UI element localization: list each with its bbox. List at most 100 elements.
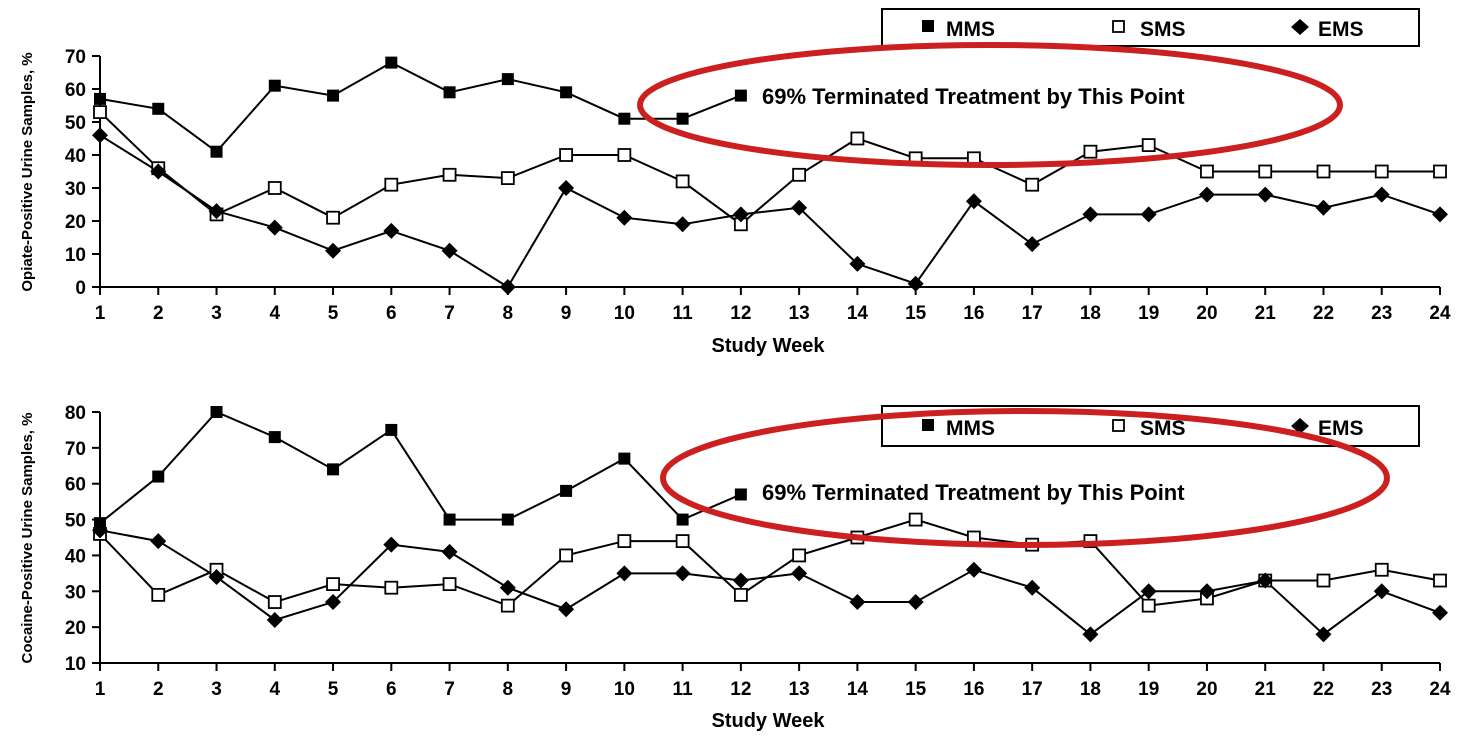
x-tick-label: 4 (269, 679, 280, 700)
point-ems (791, 565, 808, 582)
chart-opiate-x-axis-label: Study Week (712, 335, 826, 357)
point-mms (210, 145, 223, 158)
y-tick-label: 10 (65, 245, 86, 266)
x-tick-label: 24 (1429, 303, 1451, 324)
point-sms (267, 595, 282, 609)
point-ems (1432, 206, 1448, 223)
point-sms (617, 534, 632, 548)
point-ems (208, 203, 225, 220)
chart-cocaine-series-markers (92, 406, 1448, 643)
x-tick-label: 11 (673, 679, 694, 700)
legend-sms-label: SMS (1140, 417, 1186, 440)
point-sms (442, 167, 457, 182)
point-ems (907, 275, 924, 292)
x-tick-label: 10 (614, 303, 635, 324)
y-tick-label: 30 (65, 582, 86, 603)
x-tick-label: 24 (1429, 679, 1451, 700)
point-sms (908, 512, 923, 527)
x-tick-label: 16 (963, 679, 984, 700)
series-line-sms (99, 518, 1441, 607)
x-tick-label: 3 (211, 303, 222, 324)
point-sms (151, 587, 166, 602)
y-tick-label: 30 (65, 179, 86, 200)
x-tick-label: 22 (1313, 303, 1334, 324)
point-ems (1315, 626, 1332, 643)
legend-ems-label: EMS (1318, 18, 1364, 41)
point-ems (325, 594, 342, 611)
point-ems (558, 601, 575, 618)
point-ems (1257, 572, 1274, 589)
point-ems (1373, 583, 1390, 600)
point-ems (1198, 186, 1215, 203)
legend-ems-marker (1291, 19, 1309, 35)
point-sms (93, 105, 107, 119)
chart-opiate-y-axis-label: Opiate-Positive Urine Samples, % (19, 52, 36, 291)
point-ems (965, 193, 982, 210)
x-tick-label: 8 (503, 679, 514, 700)
point-sms (792, 548, 807, 563)
series-line-sms (99, 111, 1440, 226)
point-ems (325, 242, 342, 259)
point-ems (1432, 604, 1448, 621)
x-tick-label: 14 (847, 303, 869, 324)
legend-ems-marker (1291, 418, 1309, 434)
point-ems (791, 199, 808, 216)
point-mms (618, 452, 631, 465)
point-sms (559, 148, 573, 162)
point-ems (441, 242, 458, 259)
x-tick-label: 14 (847, 679, 869, 700)
point-sms (500, 598, 515, 613)
point-ems (92, 522, 108, 539)
point-mms (385, 56, 398, 69)
x-tick-label: 22 (1313, 679, 1334, 700)
x-tick-label: 16 (963, 303, 984, 324)
point-mms (210, 406, 223, 418)
point-ems (1082, 626, 1099, 643)
chart-opiate-highlight-ellipse (637, 42, 1343, 168)
point-mms (501, 73, 514, 86)
point-sms (1200, 164, 1214, 179)
x-tick-label: 12 (730, 303, 751, 324)
x-tick-label: 9 (561, 679, 572, 700)
x-tick-label: 17 (1022, 679, 1043, 700)
x-tick-label: 21 (1255, 303, 1277, 324)
series-line-mms (99, 410, 742, 524)
point-ems (1140, 583, 1157, 600)
y-tick-label: 70 (65, 439, 86, 460)
point-mms (152, 470, 165, 483)
point-sms (1025, 177, 1040, 192)
legend-mms-label: MMS (946, 18, 995, 41)
x-tick-label: 20 (1196, 679, 1217, 700)
x-tick-label: 18 (1080, 303, 1101, 324)
chart-opiate-legend-box (881, 8, 1420, 47)
x-tick-label: 13 (789, 303, 810, 324)
x-tick-label: 11 (673, 303, 694, 324)
point-mms (560, 86, 573, 99)
chart-cocaine-x-axis-label: Study Week (712, 710, 826, 732)
series-line-ems (99, 529, 1441, 636)
y-tick-label: 10 (65, 654, 86, 675)
point-ems (732, 206, 749, 223)
chart-cocaine-y-ticks: 10 20 30 40 50 60 70 80 (65, 403, 100, 675)
point-mms (385, 423, 398, 436)
chart-opiate-annotation: 69% Terminated Treatment by This Point (762, 84, 1185, 109)
point-ems (499, 579, 516, 596)
x-tick-label: 19 (1138, 303, 1159, 324)
point-sms (1374, 164, 1389, 179)
legend-sms-marker (1112, 20, 1125, 33)
point-sms (384, 580, 399, 595)
point-ems (1140, 206, 1157, 223)
x-tick-label: 13 (789, 679, 810, 700)
point-sms (1316, 164, 1331, 179)
point-ems (1082, 206, 1099, 223)
point-mms (734, 89, 747, 102)
point-mms (327, 89, 340, 102)
x-tick-label: 2 (153, 303, 164, 324)
x-tick-label: 3 (211, 679, 222, 700)
legend-mms-marker (922, 20, 934, 32)
point-ems (674, 216, 691, 233)
point-ems (499, 279, 516, 295)
point-sms (442, 577, 457, 592)
point-ems (849, 255, 866, 272)
